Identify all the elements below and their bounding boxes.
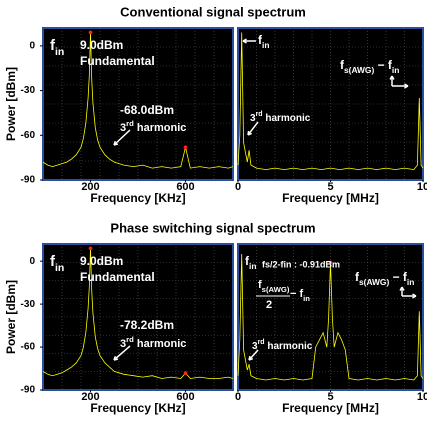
x-tick-label: 10 (417, 181, 427, 193)
annotation-part: in (303, 294, 310, 303)
x-tick-label: 0 (235, 181, 241, 193)
figure: Conventional signal spectrum Power [dBm] 0… (0, 0, 427, 416)
annotation-part: 2 (266, 299, 272, 311)
y-tick-label: -60 (21, 130, 36, 141)
marker-label: 9.0dBm (80, 38, 123, 52)
annotation-part: s(AWG) (359, 277, 389, 287)
annotation-part: − f (374, 58, 393, 72)
marker-point (89, 246, 93, 250)
annotation-part: s(AWG) (262, 285, 290, 294)
y-tick-label: -90 (21, 175, 36, 186)
marker-label: fs/2-fin : -0.91dBm (262, 259, 340, 269)
annotation-part: harmonic (263, 113, 311, 124)
marker-point (184, 371, 188, 375)
y-tick-label: -30 (21, 85, 36, 96)
x-tick-label: 0 (235, 391, 241, 403)
annotation-part: rd (258, 339, 265, 346)
annotation: 2 (266, 299, 272, 311)
annotation: Fundamental (80, 270, 155, 284)
x-axis-label: Frequency [KHz] (90, 401, 185, 415)
marker-label: 9.0dBm (80, 254, 123, 268)
annotation-part: Fundamental (80, 54, 155, 68)
y-tick-label: 0 (29, 41, 35, 52)
marker-point (89, 31, 93, 35)
annotation-part: − f (389, 270, 408, 284)
annotation-part: in (392, 65, 399, 75)
annotation-part: in (55, 46, 64, 58)
marker-label: -68.0dBm (120, 103, 174, 117)
y-axis-label: Power [dBm] (4, 280, 18, 354)
annotation: Fundamental (80, 54, 155, 68)
chart-title: Conventional signal spectrum (120, 4, 306, 19)
y-tick-label: -90 (21, 385, 36, 396)
annotation-part: harmonic (134, 122, 187, 134)
marker-label: -78.2dBm (120, 318, 174, 332)
annotation-part: harmonic (134, 338, 187, 350)
x-axis-label: Frequency [MHz] (282, 401, 379, 415)
annotation-part: − f (290, 288, 303, 300)
y-tick-label: -60 (21, 342, 36, 353)
annotation-part: in (262, 40, 269, 50)
x-axis-label: Frequency [KHz] (90, 191, 185, 205)
annotation-part: Fundamental (80, 270, 155, 284)
y-tick-label: -30 (21, 299, 36, 310)
annotation-part: in (55, 262, 64, 274)
x-axis-label: Frequency [MHz] (282, 191, 379, 205)
marker-point (184, 145, 188, 149)
y-tick-label: 0 (29, 256, 35, 267)
y-axis-label: Power [dBm] (4, 67, 18, 141)
annotation-part: in (249, 261, 256, 271)
annotation-part: in (407, 277, 414, 287)
x-tick-label: 10 (417, 391, 427, 403)
annotation-part: s(AWG) (344, 65, 374, 75)
chart-title: Phase switching signal spectrum (110, 220, 315, 235)
annotation-part: rd (256, 111, 263, 118)
annotation-part: harmonic (265, 341, 313, 352)
